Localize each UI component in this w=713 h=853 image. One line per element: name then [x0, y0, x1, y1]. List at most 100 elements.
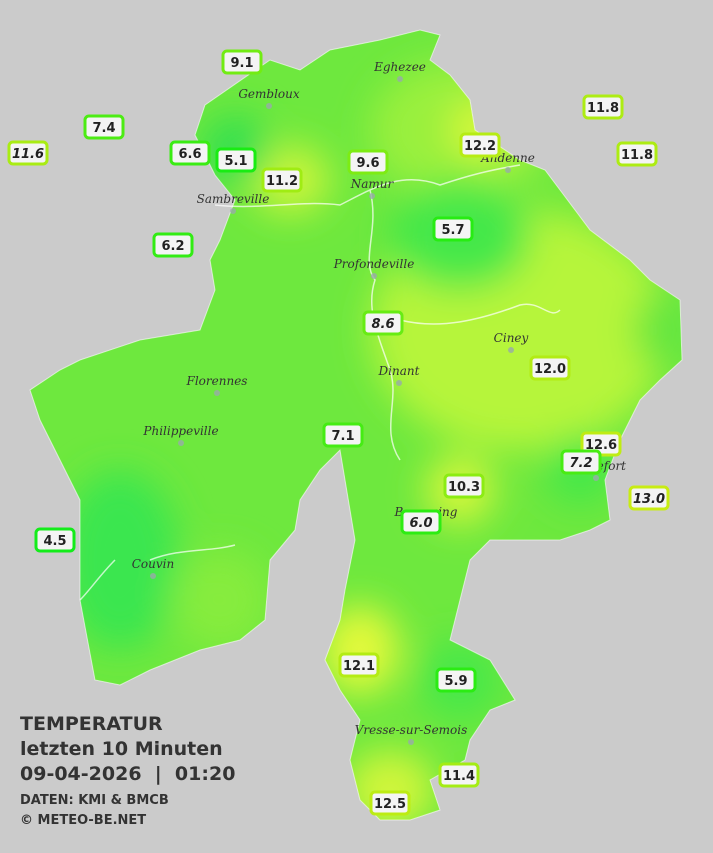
city-dot: [266, 103, 272, 109]
station-box: [443, 473, 485, 499]
city-dot: [150, 573, 156, 579]
city-label: Florennes: [186, 374, 248, 388]
station: 11.6: [7, 140, 49, 166]
city-label: Vresse-sur-Semois: [355, 723, 468, 737]
station-box: [7, 140, 49, 166]
station-box: [438, 762, 480, 788]
station: 12.1: [338, 652, 380, 678]
station-box: [338, 652, 380, 678]
city-dot: [408, 739, 414, 745]
station: 12.2: [459, 132, 501, 158]
station-value: 7.4: [92, 121, 115, 136]
station-box: [628, 485, 670, 511]
station-box: [432, 216, 474, 242]
title: TEMPERATUR: [20, 713, 163, 735]
city-dot: [396, 380, 402, 386]
station-value: 5.9: [444, 674, 467, 689]
timestamp: 09-04-2026 | 01:20: [20, 763, 235, 785]
station-box: [362, 310, 404, 336]
station-box: [83, 114, 125, 140]
station-value: 12.1: [343, 659, 375, 674]
city-label: Philippeville: [142, 424, 218, 438]
station: 7.1: [322, 422, 364, 448]
station-value: 9.1: [230, 56, 253, 71]
station-value: 6.6: [178, 147, 201, 162]
city-dot: [178, 440, 184, 446]
station-box: [616, 141, 658, 167]
city-label: Ciney: [494, 331, 529, 345]
station-value: 12.5: [374, 797, 406, 812]
city-dot: [593, 475, 599, 481]
source: DATEN: KMI & BMCB: [20, 793, 169, 808]
station: 11.8: [582, 94, 624, 120]
station-box: [221, 49, 263, 75]
station-box: [34, 527, 76, 553]
station-box: [347, 149, 389, 175]
station-value: 12.2: [464, 139, 496, 154]
city-dot: [230, 208, 236, 214]
station-value: 4.5: [43, 534, 66, 549]
city-dot: [371, 273, 377, 279]
station: 13.0: [628, 485, 670, 511]
station-value: 8.6: [371, 317, 394, 332]
station-box: [560, 449, 602, 475]
city-dot: [369, 193, 375, 199]
city-label: Gembloux: [238, 87, 300, 101]
station: 9.6: [347, 149, 389, 175]
station-box: [582, 94, 624, 120]
station-box: [459, 132, 501, 158]
station-value: 13.0: [633, 492, 665, 507]
station-value: 12.6: [585, 438, 617, 453]
station-value: 11.6: [12, 147, 44, 162]
station: 11.8: [616, 141, 658, 167]
station: 9.1: [221, 49, 263, 75]
city-dot: [397, 76, 403, 82]
station: 11.2: [261, 167, 303, 193]
station-box: [369, 790, 411, 816]
copyright: © METEO-BE.NET: [20, 813, 146, 828]
station-box: [152, 232, 194, 258]
station-value: 11.4: [443, 769, 475, 784]
cities: EghezeeGemblouxAndenneNamurSambrevillePr…: [132, 60, 626, 745]
station-value: 11.8: [587, 101, 619, 116]
station-value: 6.2: [161, 239, 184, 254]
station-box: [400, 509, 442, 535]
station-box: [322, 422, 364, 448]
station: 7.2: [560, 449, 602, 475]
station: 11.4: [438, 762, 480, 788]
station-value: 5.1: [224, 154, 247, 169]
station-box: [169, 140, 211, 166]
station-value: 9.6: [356, 156, 379, 171]
station-box: [529, 355, 571, 381]
station: 10.3: [443, 473, 485, 499]
station-value: 7.2: [569, 456, 592, 471]
subtitle: letzten 10 Minuten: [20, 738, 223, 760]
city-label: Profondeville: [333, 257, 415, 271]
station-value: 10.3: [448, 480, 480, 495]
station: 5.7: [432, 216, 474, 242]
station: 6.6: [169, 140, 211, 166]
station-box: [435, 667, 477, 693]
station-value: 11.2: [266, 174, 298, 189]
station: 5.1: [215, 147, 257, 173]
city-label: Dinant: [378, 364, 420, 378]
station: 8.6: [362, 310, 404, 336]
station: 6.2: [152, 232, 194, 258]
city-label: Couvin: [132, 557, 174, 571]
station-value: 5.7: [441, 223, 464, 238]
city-dot: [508, 347, 514, 353]
city-label: Sambreville: [197, 192, 270, 206]
station: 7.4: [83, 114, 125, 140]
city-dot: [505, 167, 511, 173]
station: 6.0: [400, 509, 442, 535]
station: 5.9: [435, 667, 477, 693]
city-label: Namur: [350, 177, 395, 191]
station-value: 11.8: [621, 148, 653, 163]
station: 12.0: [529, 355, 571, 381]
station-value: 12.0: [534, 362, 566, 377]
station-value: 7.1: [331, 429, 354, 444]
station-box: [261, 167, 303, 193]
station: 12.5: [369, 790, 411, 816]
city-dot: [214, 390, 220, 396]
